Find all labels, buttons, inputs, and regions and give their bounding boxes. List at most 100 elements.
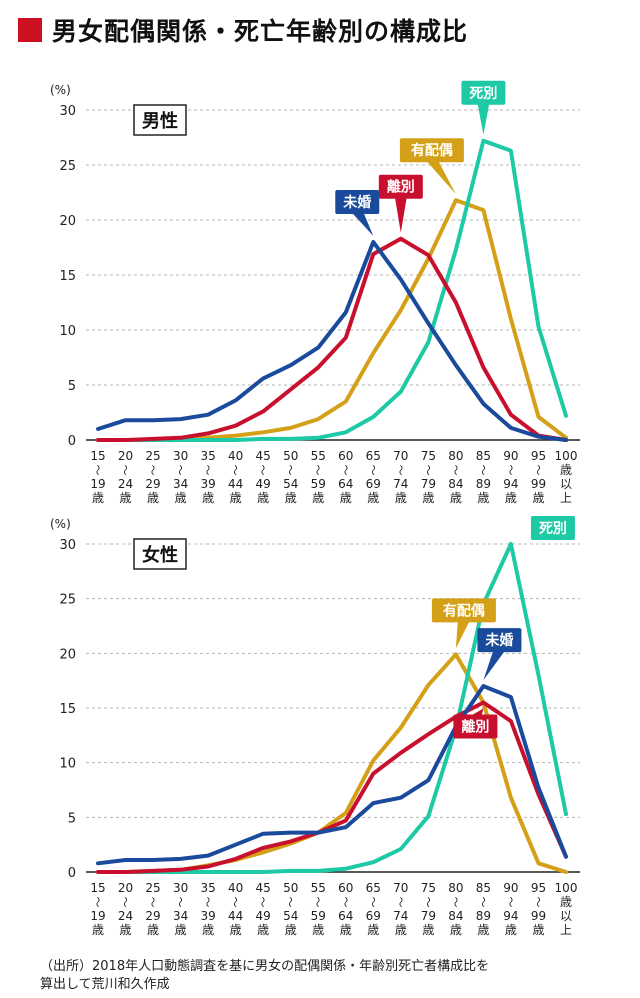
x-tick-label: 歳 xyxy=(312,491,324,505)
x-tick-label: 〜 xyxy=(229,897,242,908)
x-tick-label: 歳 xyxy=(312,923,324,937)
x-tick-label: 歳 xyxy=(120,923,132,937)
series-line-死別 xyxy=(96,138,568,442)
x-tick-label: 30 xyxy=(173,449,188,463)
x-tick-label: 〜 xyxy=(339,465,352,476)
sex-label-box xyxy=(133,538,187,570)
x-tick-label: 74 xyxy=(393,909,408,923)
x-tick-label: 歳 xyxy=(230,923,242,937)
chart-male: 0 5 10 15 20 25 30 (%) 男性 15 〜 19 歳 20 〜 24 歳 25 〜 29 歳 30 〜 34… xyxy=(0,78,640,510)
x-tick-label: 39 xyxy=(200,909,215,923)
x-tick-label: 80 xyxy=(448,881,463,895)
series-line-離別 xyxy=(96,700,568,874)
x-tick-label: 69 xyxy=(366,909,381,923)
callout-text: 未婚 xyxy=(343,194,371,211)
x-tick-label: 歳 xyxy=(285,923,297,937)
x-tick-label: 歳 xyxy=(92,923,104,937)
x-tick-label: 60 xyxy=(338,881,353,895)
x-tick-label: 55 xyxy=(311,881,326,895)
x-tick-label: 〜 xyxy=(449,465,462,476)
x-tick-label: 84 xyxy=(448,909,463,923)
callout-text: 有配偶 xyxy=(443,602,485,619)
x-tick-label: 歳 xyxy=(505,491,517,505)
x-tick-label: 40 xyxy=(228,449,243,463)
y-tick-label: 25 xyxy=(59,593,76,608)
x-tick-label: 以 xyxy=(560,477,572,491)
source-note-line-1: （出所）2018年人口動態調査を基に男女の配偶関係・年齢別死亡者構成比を xyxy=(40,959,490,974)
x-tick-label: 60 xyxy=(338,449,353,463)
x-tick-label: 19 xyxy=(90,477,105,491)
x-tick-label: 〜 xyxy=(504,897,517,908)
x-tick-label: 70 xyxy=(393,449,408,463)
x-tick-label: 歳 xyxy=(477,923,489,937)
x-tick-label: 歳 xyxy=(395,923,407,937)
page-title: 男女配偶関係・死亡年齢別の構成比 xyxy=(52,17,469,46)
x-tick-label: 50 xyxy=(283,881,298,895)
sex-label: 女性 xyxy=(133,538,187,570)
x-tick-label: 〜 xyxy=(476,465,489,476)
y-tick-label: 5 xyxy=(68,379,76,394)
x-tick-label: 55 xyxy=(311,449,326,463)
x-tick-label: 94 xyxy=(503,477,518,491)
x-tick-label: 44 xyxy=(228,909,243,923)
series-callout-死別: 死別 xyxy=(530,516,575,540)
x-tick-label: 39 xyxy=(200,477,215,491)
x-tick-label: 24 xyxy=(118,477,133,491)
y-tick-label: 30 xyxy=(59,104,76,119)
x-tick-label: 〜 xyxy=(339,897,352,908)
x-tick-label: 〜 xyxy=(284,465,297,476)
x-tick-label: 歳 xyxy=(505,923,517,937)
callout-box xyxy=(431,598,496,623)
x-tick-label: 歳 xyxy=(147,491,159,505)
y-tick-label: 15 xyxy=(59,702,76,717)
x-tick-label: 以 xyxy=(560,909,572,923)
sex-label-text: 女性 xyxy=(142,544,178,566)
x-tick-label: 上 xyxy=(560,923,572,937)
x-tick-label: 歳 xyxy=(120,491,132,505)
x-tick-label: 〜 xyxy=(229,465,242,476)
x-tick-label: 歳 xyxy=(340,923,352,937)
x-tick-label: 〜 xyxy=(91,897,104,908)
series-line-有配偶 xyxy=(96,198,568,442)
x-tick-label: 65 xyxy=(366,881,381,895)
x-tick-label: 95 xyxy=(531,881,546,895)
x-tick-label: 49 xyxy=(256,477,271,491)
x-tick-label: 〜 xyxy=(256,465,269,476)
x-tick-label: 歳 xyxy=(532,491,544,505)
series-line-離別 xyxy=(96,236,568,442)
x-tick-label: 20 xyxy=(118,881,133,895)
callout-box xyxy=(530,516,575,540)
x-tick-label: 歳 xyxy=(532,923,544,937)
x-tick-label: 歳 xyxy=(285,491,297,505)
callout-pointer xyxy=(394,196,407,233)
x-tick-label: 89 xyxy=(476,909,491,923)
x-tick-label: 歳 xyxy=(257,491,269,505)
y-tick-label: 10 xyxy=(59,324,76,339)
x-tick-label: 歳 xyxy=(477,491,489,505)
x-tick-label: 90 xyxy=(503,449,518,463)
x-tick-label: 〜 xyxy=(366,897,379,908)
x-tick-label: 歳 xyxy=(92,491,104,505)
series-line-死別 xyxy=(96,542,568,874)
sex-label: 男性 xyxy=(133,104,187,136)
x-tick-label: 70 xyxy=(393,881,408,895)
series-callout-有配偶: 有配偶 xyxy=(431,598,496,649)
callout-pointer xyxy=(351,212,374,236)
callout-text: 死別 xyxy=(538,521,567,537)
x-tick-label: 歳 xyxy=(147,923,159,937)
x-tick-label: 85 xyxy=(476,449,491,463)
x-tick-label: 59 xyxy=(311,909,326,923)
sex-label-text: 男性 xyxy=(142,110,178,132)
x-tick-label: 44 xyxy=(228,477,243,491)
x-tick-label: 75 xyxy=(421,881,436,895)
x-tick-label: 64 xyxy=(338,909,353,923)
x-tick-label: 100 xyxy=(555,881,578,895)
y-tick-label: 20 xyxy=(59,214,76,229)
source-note-line-2: 算出して荒川和久作成 xyxy=(40,977,170,992)
callout-box xyxy=(399,138,464,163)
x-tick-label: 歳 xyxy=(450,491,462,505)
x-tick-label: 〜 xyxy=(174,897,187,908)
series-callout-有配偶: 有配偶 xyxy=(399,138,464,195)
x-tick-label: 歳 xyxy=(202,923,214,937)
x-tick-label: 〜 xyxy=(311,465,324,476)
